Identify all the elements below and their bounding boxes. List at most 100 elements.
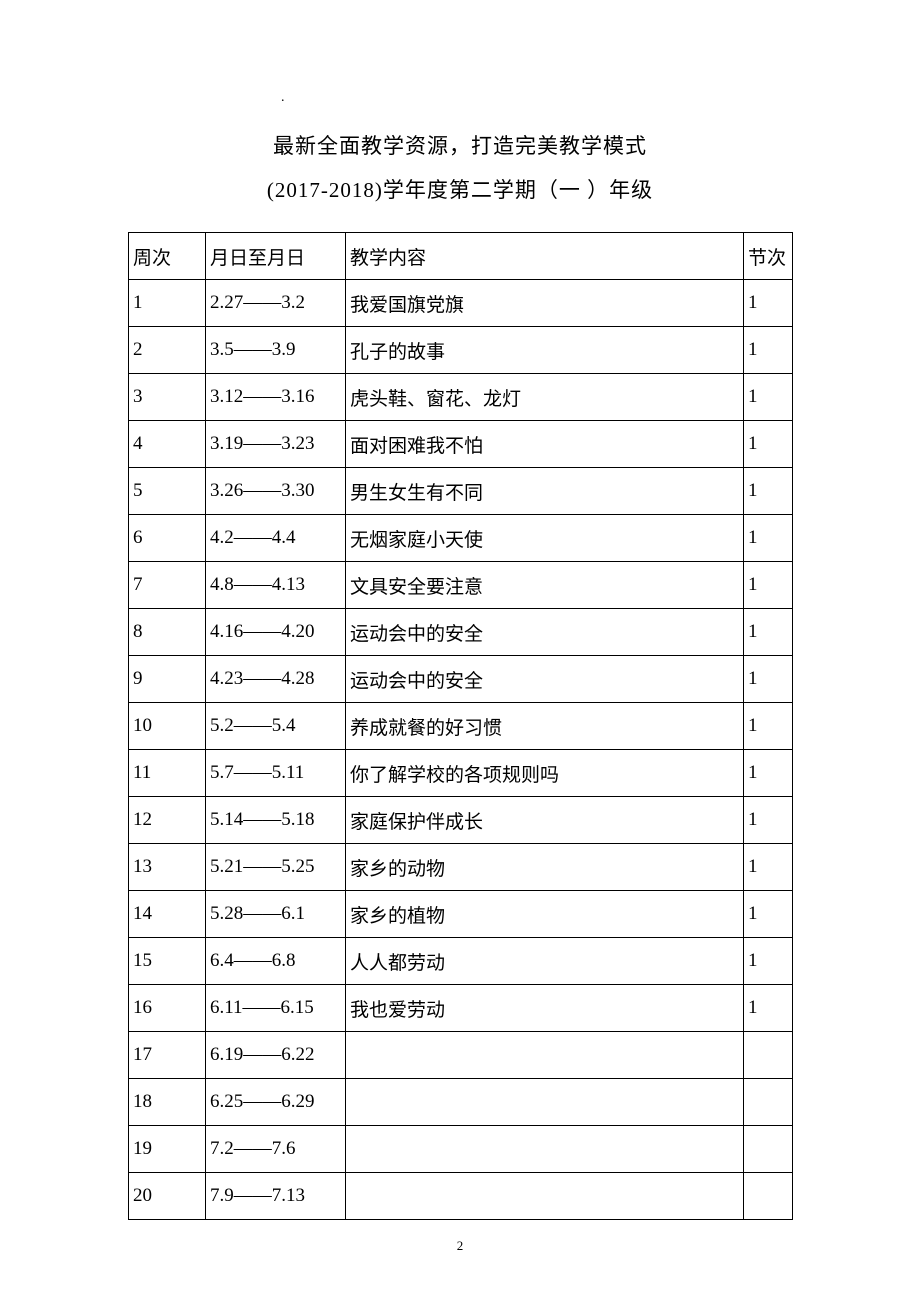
- table-row: 74.8——4.13文具安全要注意1: [129, 562, 793, 609]
- cell-content: 虎头鞋、窗花、龙灯: [346, 374, 744, 421]
- cell-count: 1: [744, 656, 793, 703]
- cell-date: 3.5——3.9: [206, 327, 346, 374]
- header-content: 教学内容: [346, 233, 744, 280]
- cell-content: 家乡的动物: [346, 844, 744, 891]
- table-row: 53.26——3.30男生女生有不同1: [129, 468, 793, 515]
- cell-week: 9: [129, 656, 206, 703]
- cell-week: 15: [129, 938, 206, 985]
- cell-week: 14: [129, 891, 206, 938]
- cell-count: 1: [744, 468, 793, 515]
- cell-count: 1: [744, 515, 793, 562]
- cell-week: 8: [129, 609, 206, 656]
- header-count: 节次: [744, 233, 793, 280]
- cell-count: 1: [744, 797, 793, 844]
- cell-content: 无烟家庭小天使: [346, 515, 744, 562]
- cell-count: [744, 1079, 793, 1126]
- page-number: 2: [0, 1238, 920, 1254]
- table-row: 166.11——6.15我也爱劳动1: [129, 985, 793, 1032]
- header-dot: .: [281, 90, 285, 106]
- table-row: 84.16——4.20运动会中的安全1: [129, 609, 793, 656]
- cell-date: 6.19——6.22: [206, 1032, 346, 1079]
- cell-content: [346, 1173, 744, 1220]
- page-container: 最新全面教学资源，打造完美教学模式 (2017-2018)学年度第二学期（一 ）…: [0, 0, 920, 1220]
- title-line-2: (2017-2018)学年度第二学期（一 ）年级: [128, 174, 792, 204]
- table-row: 207.9——7.13: [129, 1173, 793, 1220]
- cell-date: 6.11——6.15: [206, 985, 346, 1032]
- cell-content: 你了解学校的各项规则吗: [346, 750, 744, 797]
- cell-week: 12: [129, 797, 206, 844]
- table-row: 33.12——3.16虎头鞋、窗花、龙灯1: [129, 374, 793, 421]
- cell-count: 1: [744, 844, 793, 891]
- cell-week: 16: [129, 985, 206, 1032]
- cell-content: 文具安全要注意: [346, 562, 744, 609]
- cell-date: 7.9——7.13: [206, 1173, 346, 1220]
- table-row: 145.28——6.1家乡的植物1: [129, 891, 793, 938]
- cell-content: 面对困难我不怕: [346, 421, 744, 468]
- table-row: 115.7——5.11你了解学校的各项规则吗1: [129, 750, 793, 797]
- cell-count: 1: [744, 327, 793, 374]
- cell-week: 4: [129, 421, 206, 468]
- table-row: 125.14——5.18家庭保护伴成长1: [129, 797, 793, 844]
- cell-count: 1: [744, 374, 793, 421]
- cell-date: 5.28——6.1: [206, 891, 346, 938]
- cell-count: 1: [744, 703, 793, 750]
- cell-week: 5: [129, 468, 206, 515]
- cell-content: [346, 1079, 744, 1126]
- cell-date: 4.8——4.13: [206, 562, 346, 609]
- cell-date: 4.2——4.4: [206, 515, 346, 562]
- cell-date: 5.14——5.18: [206, 797, 346, 844]
- cell-week: 10: [129, 703, 206, 750]
- cell-week: 7: [129, 562, 206, 609]
- table-header-row: 周次 月日至月日 教学内容 节次: [129, 233, 793, 280]
- table-row: 43.19——3.23面对困难我不怕1: [129, 421, 793, 468]
- cell-date: 6.4——6.8: [206, 938, 346, 985]
- table-row: 12.27——3.2我爱国旗党旗1: [129, 280, 793, 327]
- cell-week: 11: [129, 750, 206, 797]
- cell-content: 家庭保护伴成长: [346, 797, 744, 844]
- table-row: 176.19——6.22: [129, 1032, 793, 1079]
- cell-content: [346, 1126, 744, 1173]
- cell-content: 人人都劳动: [346, 938, 744, 985]
- header-date-range: 月日至月日: [206, 233, 346, 280]
- cell-content: 养成就餐的好习惯: [346, 703, 744, 750]
- cell-count: 1: [744, 750, 793, 797]
- cell-content: 我也爱劳动: [346, 985, 744, 1032]
- cell-date: 4.16——4.20: [206, 609, 346, 656]
- table-row: 23.5——3.9孔子的故事1: [129, 327, 793, 374]
- cell-week: 6: [129, 515, 206, 562]
- cell-count: [744, 1032, 793, 1079]
- table-row: 135.21——5.25家乡的动物1: [129, 844, 793, 891]
- cell-content: 运动会中的安全: [346, 656, 744, 703]
- cell-week: 13: [129, 844, 206, 891]
- cell-count: 1: [744, 421, 793, 468]
- table-row: 64.2——4.4无烟家庭小天使1: [129, 515, 793, 562]
- cell-count: 1: [744, 280, 793, 327]
- cell-date: 3.19——3.23: [206, 421, 346, 468]
- table-row: 94.23——4.28运动会中的安全1: [129, 656, 793, 703]
- cell-content: 孔子的故事: [346, 327, 744, 374]
- cell-count: 1: [744, 609, 793, 656]
- cell-week: 2: [129, 327, 206, 374]
- cell-count: 1: [744, 985, 793, 1032]
- cell-content: 我爱国旗党旗: [346, 280, 744, 327]
- table-body: 12.27——3.2我爱国旗党旗123.5——3.9孔子的故事133.12——3…: [129, 280, 793, 1220]
- title-line-1: 最新全面教学资源，打造完美教学模式: [128, 130, 792, 160]
- cell-date: 2.27——3.2: [206, 280, 346, 327]
- table-row: 186.25——6.29: [129, 1079, 793, 1126]
- cell-date: 5.2——5.4: [206, 703, 346, 750]
- cell-date: 5.21——5.25: [206, 844, 346, 891]
- cell-count: 1: [744, 562, 793, 609]
- cell-date: 4.23——4.28: [206, 656, 346, 703]
- cell-date: 3.12——3.16: [206, 374, 346, 421]
- cell-date: 5.7——5.11: [206, 750, 346, 797]
- cell-content: 家乡的植物: [346, 891, 744, 938]
- header-week: 周次: [129, 233, 206, 280]
- table-row: 156.4——6.8人人都劳动1: [129, 938, 793, 985]
- cell-count: 1: [744, 891, 793, 938]
- table-row: 197.2——7.6: [129, 1126, 793, 1173]
- cell-date: 3.26——3.30: [206, 468, 346, 515]
- cell-week: 19: [129, 1126, 206, 1173]
- cell-week: 3: [129, 374, 206, 421]
- cell-count: [744, 1173, 793, 1220]
- cell-date: 7.2——7.6: [206, 1126, 346, 1173]
